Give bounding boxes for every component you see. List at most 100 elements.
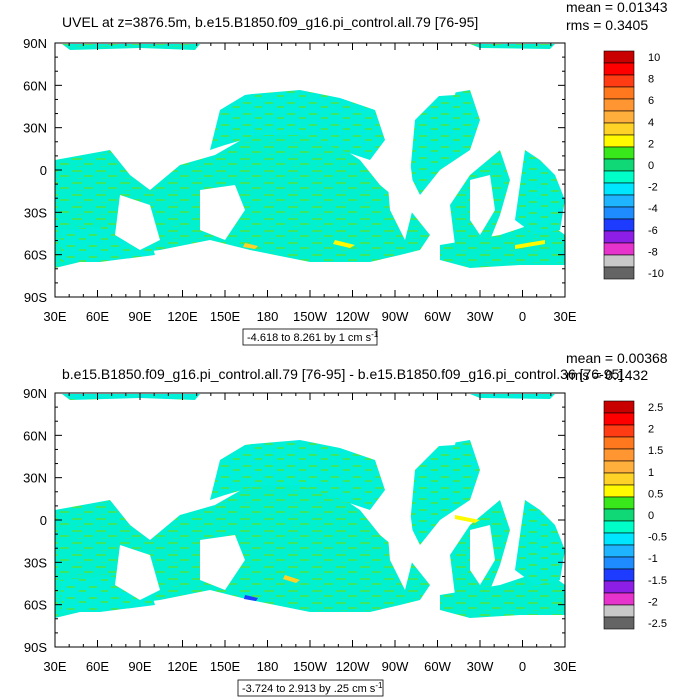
x-tick-label: 90E — [128, 309, 151, 324]
x-tick-label: 30E — [43, 309, 66, 324]
colorbar-label: -10 — [648, 268, 664, 280]
colorbar-swatch — [603, 592, 635, 606]
x-tick-labels: 30E 60E 90E 120E 150E 180 150W 120W 90W 60W 30W 0 30… — [43, 309, 576, 324]
colorbar-label: -4 — [648, 203, 658, 215]
colorbar-swatch — [603, 400, 635, 414]
colorbar-swatch — [603, 520, 635, 534]
x-tick-label: 150W — [293, 309, 328, 324]
colorbar-swatch — [603, 568, 635, 582]
colorbar-swatch — [603, 508, 635, 522]
colorbar-swatch — [603, 242, 635, 256]
y-tick-label: 30N — [23, 121, 47, 136]
x-tick-label: 30W — [467, 309, 494, 324]
colorbar-label: -1.5 — [648, 575, 667, 587]
y-tick-label: 60N — [23, 78, 47, 93]
colorbar-swatch — [603, 556, 635, 570]
colorbar-labels: 10 8 6 4 2 0 -2 -4 -6 -8 -10 — [648, 52, 664, 280]
x-tick-label: 90W — [382, 659, 409, 674]
colorbar-swatch — [603, 182, 635, 196]
colorbar-swatch — [603, 496, 635, 510]
y-tick-label: 60S — [24, 598, 47, 613]
x-tick-label: 120W — [336, 309, 371, 324]
x-tick-label: 60W — [424, 659, 451, 674]
x-tick-label: 120E — [167, 309, 198, 324]
colorbar-swatch — [603, 472, 635, 486]
x-tick-label: 90W — [382, 309, 409, 324]
panel-2: b.e15.B1850.f09_g16.pi_control.all.79 [7… — [23, 350, 668, 697]
x-tick-label: 60E — [86, 309, 109, 324]
colorbar-label: 1.5 — [648, 445, 663, 457]
info-box: -4.618 to 8.261 by 1 cm s-1 — [242, 328, 379, 346]
y-tick-label: 90N — [23, 386, 47, 401]
y-tick-label: 90S — [24, 290, 47, 305]
panel-title: b.e15.B1850.f09_g16.pi_control.all.79 [7… — [62, 366, 623, 382]
x-tick-label: 150W — [293, 659, 328, 674]
colorbar-swatch — [603, 86, 635, 100]
colorbar-label: -0.5 — [648, 532, 667, 544]
info-text: -3.724 to 2.913 by .25 cm s — [242, 683, 376, 695]
y-tick-label: 90S — [24, 640, 47, 655]
colorbar-swatch — [603, 206, 635, 220]
colorbar-label: 10 — [648, 52, 660, 64]
colorbar-swatch — [603, 616, 635, 630]
colorbar-label: -1 — [648, 553, 658, 565]
y-tick-labels: 90N 60N 30N 0 30S 60S 90S — [23, 36, 47, 305]
x-tick-label: 120W — [336, 659, 371, 674]
x-tick-label: 150E — [210, 309, 241, 324]
colorbar-swatch — [603, 412, 635, 426]
colorbar-label: 6 — [648, 95, 654, 107]
colorbar-swatch — [603, 230, 635, 244]
colorbar-swatch — [603, 122, 635, 136]
info-box: -3.724 to 2.913 by .25 cm s-1 — [237, 679, 384, 697]
colorbar-label: 0 — [648, 510, 654, 522]
colorbar-swatch — [603, 254, 635, 268]
colorbar-swatch — [603, 436, 635, 450]
colorbar-swatch — [603, 134, 635, 148]
map-field — [55, 43, 565, 297]
colorbar-swatch — [603, 532, 635, 546]
y-tick-label: 0 — [40, 513, 47, 528]
colorbar-label: 0 — [648, 160, 654, 172]
x-tick-label: 30W — [467, 659, 494, 674]
colorbar-label: 8 — [648, 74, 654, 86]
stat-rms: rms = 0.3405 — [566, 17, 648, 33]
colorbar-swatch — [603, 74, 635, 88]
colorbar-label: -2 — [648, 182, 658, 194]
x-tick-label: 180 — [257, 309, 279, 324]
colorbar-swatch — [603, 580, 635, 594]
colorbar-swatch — [603, 544, 635, 558]
colorbar-swatch — [603, 460, 635, 474]
colorbar-swatch — [603, 484, 635, 498]
colorbar-label: -8 — [648, 246, 658, 258]
colorbar-label: 4 — [648, 117, 654, 129]
colorbar-swatch — [603, 218, 635, 232]
x-tick-label: 30E — [43, 659, 66, 674]
colorbar-label: 2 — [648, 138, 654, 150]
x-tick-label: 0 — [519, 309, 526, 324]
panel-title: UVEL at z=3876.5m, b.e15.B1850.f09_g16.p… — [62, 14, 478, 30]
colorbar-label: -2.5 — [648, 618, 667, 630]
colorbar-swatch — [603, 448, 635, 462]
stat-mean: mean = 0.01343 — [566, 0, 668, 15]
colorbar — [603, 400, 635, 630]
colorbar-label: 0.5 — [648, 488, 663, 500]
colorbar-swatch — [603, 170, 635, 184]
colorbar-swatch — [603, 424, 635, 438]
x-tick-labels: 30E 60E 90E 120E 150E 180 150W 120W 90W 60W 30W 0 30… — [43, 659, 576, 674]
y-tick-label: 60N — [23, 428, 47, 443]
y-tick-label: 30N — [23, 471, 47, 486]
colorbar-swatch — [603, 50, 635, 64]
x-tick-label: 150E — [210, 659, 241, 674]
axis-ticks — [54, 392, 566, 648]
stat-rms: rms = 0.1432 — [566, 367, 648, 383]
info-superscript: -1 — [375, 681, 383, 690]
colorbar-swatch — [603, 604, 635, 618]
y-tick-label: 30S — [24, 205, 47, 220]
colorbar-swatch — [603, 194, 635, 208]
colorbar-swatch — [603, 146, 635, 160]
x-tick-label: 180 — [257, 659, 279, 674]
colorbar-label: 2.5 — [648, 402, 663, 414]
colorbar — [603, 50, 635, 280]
colorbar-swatch — [603, 266, 635, 280]
